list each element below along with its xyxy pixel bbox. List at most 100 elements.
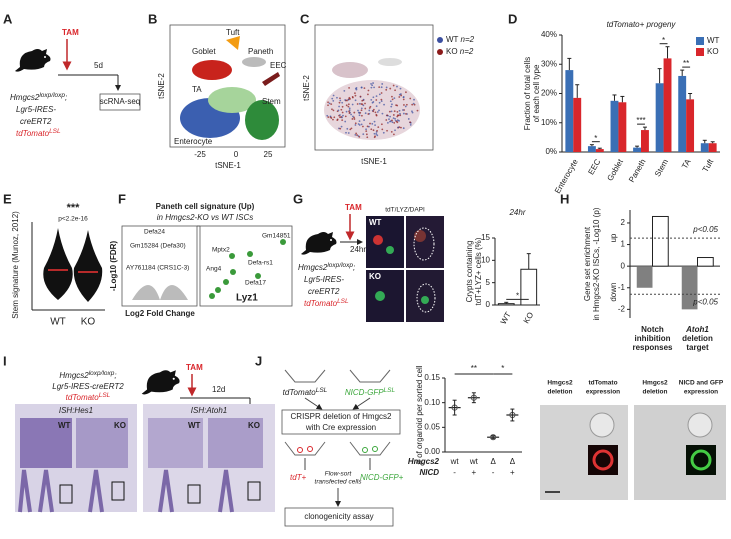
legend-swatch [696, 37, 704, 45]
tsne-dot [345, 104, 348, 107]
tsne-dot [371, 84, 374, 87]
x-tick-label: - [492, 468, 495, 477]
tsne-dot [390, 105, 393, 108]
tsne-dot [416, 109, 419, 112]
y-tick-label: 2 [621, 218, 626, 227]
significance: * [594, 134, 597, 143]
tsne-dot [347, 103, 350, 106]
tsne-dot [346, 127, 349, 130]
tsne-dot [350, 127, 353, 130]
tsne-dot [373, 136, 376, 139]
genotype: Hmgcs2loxp/loxp; [59, 370, 116, 380]
tsne-dot [394, 117, 397, 120]
tsne-dot [339, 116, 341, 119]
tsne-dot [367, 93, 369, 96]
tsne-dot [399, 112, 401, 115]
arrow [352, 397, 371, 410]
y-tick-label: 0.00 [424, 447, 440, 456]
tsne-dot [380, 92, 383, 94]
tsne-dot [341, 119, 344, 121]
tsne-dot [362, 133, 365, 136]
assay-box [99, 93, 141, 111]
tsne-dot [373, 120, 376, 123]
image-header: Hmgcs2 [547, 380, 573, 387]
duration: 12d [212, 385, 225, 394]
significance: *** [636, 116, 645, 125]
x-tick-label: Atoh1 [685, 325, 709, 334]
x-tick-label: WT [499, 310, 513, 325]
tsne-dot [381, 128, 384, 131]
tsne-dot [370, 98, 373, 101]
bar [633, 147, 641, 152]
tsne-dot [401, 109, 404, 111]
y-tick-label: -2 [618, 304, 626, 313]
tsne-dot [356, 134, 358, 136]
tsne-dot [365, 128, 367, 131]
tsne-dot [348, 96, 351, 99]
tsne-dot [367, 89, 370, 92]
duration: 24hr [350, 245, 366, 254]
tsne-dot [398, 96, 401, 98]
x-axis-label: tSNE-1 [215, 161, 241, 170]
direction-label: down [609, 283, 618, 302]
y-axis-label-line: Gene set enrichment [583, 226, 592, 301]
tsne-dot [342, 114, 344, 117]
tsne-dot [382, 131, 385, 134]
tsne-dot [358, 112, 361, 114]
tsne-dot [399, 87, 402, 90]
tsne-dot [391, 103, 393, 106]
tsne-dot [362, 125, 364, 128]
tsne-dot [354, 124, 357, 126]
tsne-dot [360, 86, 363, 89]
tsne-dot [339, 127, 342, 130]
tsne-dot [364, 112, 367, 115]
tsne-dot [327, 101, 329, 104]
tsne-dot [345, 110, 348, 113]
tsne-dot [374, 124, 376, 127]
significance: * [501, 364, 504, 373]
tsne-dot [385, 88, 388, 91]
tsne-dot [336, 96, 338, 99]
x-tick-label: Enterocyte [553, 157, 580, 195]
cluster-label: EEC [270, 61, 287, 70]
reporter: tdTomatoLSL [283, 387, 328, 397]
tsne-dot [344, 120, 347, 123]
tsne-dot [351, 118, 354, 120]
tsne-dot [378, 101, 381, 104]
tsne-dot [366, 125, 369, 128]
genotype: Lgr5-IRES-creERT2 [52, 382, 124, 391]
tsne-dot [376, 134, 379, 137]
significance: ** [471, 364, 477, 373]
tsne-dot [393, 133, 395, 136]
tsne-dot [370, 128, 373, 131]
cluster-label: TA [192, 85, 202, 94]
tsne-dot [327, 104, 329, 107]
row-label: NICD [419, 468, 439, 477]
tsne-dot [370, 83, 372, 85]
tsne-dot [360, 103, 363, 105]
gene-label: Mptx2 [212, 247, 230, 254]
x-tick-label: Notch [641, 325, 664, 334]
image-header: expression [586, 389, 620, 396]
tsne-dot [327, 116, 330, 119]
tsne-dot [336, 119, 339, 122]
step-text: transfected cells [315, 479, 363, 486]
arrow [304, 397, 323, 410]
tsne-dot [405, 112, 407, 115]
tsne-dot [333, 116, 336, 119]
genotype: tdTomatoLSL [16, 128, 61, 138]
tsne-dot [413, 103, 416, 106]
tsne-dot [400, 126, 402, 129]
x-tick-label: Δ [490, 457, 496, 466]
tsne-dot [341, 116, 343, 119]
tsne-dot [331, 97, 334, 100]
tsne-dot [348, 87, 350, 89]
tsne-dot [353, 111, 356, 114]
y-tick-label: 10% [541, 118, 557, 127]
gene-label: Gm14851 [262, 233, 291, 240]
tsne-dot [404, 105, 407, 108]
cluster-label: Goblet [192, 47, 216, 56]
x-tick-label: Stem [653, 157, 670, 178]
bar [663, 58, 672, 152]
